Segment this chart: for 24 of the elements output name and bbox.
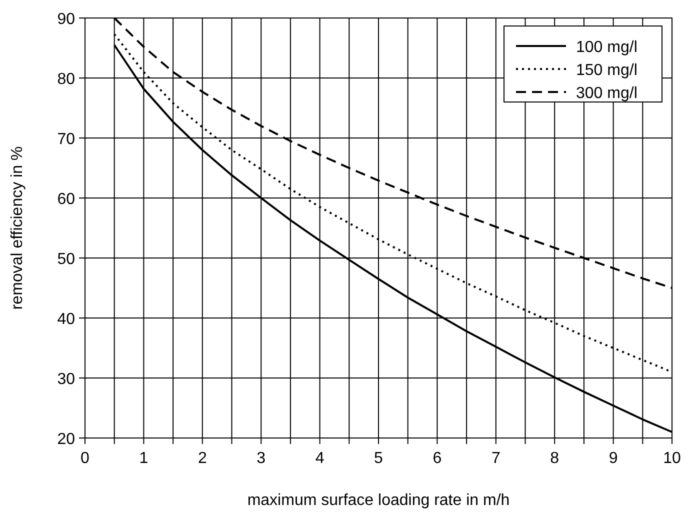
x-tick-label: 7 xyxy=(491,450,500,467)
y-tick-label: 50 xyxy=(57,251,76,268)
y-tick-label: 20 xyxy=(57,431,76,448)
x-tick-label: 6 xyxy=(432,450,442,467)
x-tick-label: 2 xyxy=(198,450,207,467)
y-tick-label: 40 xyxy=(57,311,76,328)
x-tick-label: 9 xyxy=(608,450,618,467)
y-tick-label: 80 xyxy=(57,71,76,88)
y-tick-label: 90 xyxy=(57,11,76,28)
x-tick-label: 10 xyxy=(663,450,681,467)
x-tick-label: 3 xyxy=(256,450,266,467)
legend-label: 100 mg/l xyxy=(576,39,638,56)
x-tick-label: 8 xyxy=(550,450,560,467)
legend-label: 150 mg/l xyxy=(576,62,638,79)
legend-label: 300 mg/l xyxy=(576,85,638,102)
x-tick-label: 5 xyxy=(374,450,384,467)
y-axis-title: removal efficiency in % xyxy=(9,146,26,310)
x-tick-label: 0 xyxy=(80,450,90,467)
y-tick-label: 70 xyxy=(57,131,76,148)
y-tick-label: 60 xyxy=(57,191,76,208)
x-axis-title: maximum surface loading rate in m/h xyxy=(247,492,510,509)
y-tick-label: 30 xyxy=(57,371,76,388)
x-tick-label: 1 xyxy=(139,450,148,467)
x-tick-label: 4 xyxy=(315,450,324,467)
